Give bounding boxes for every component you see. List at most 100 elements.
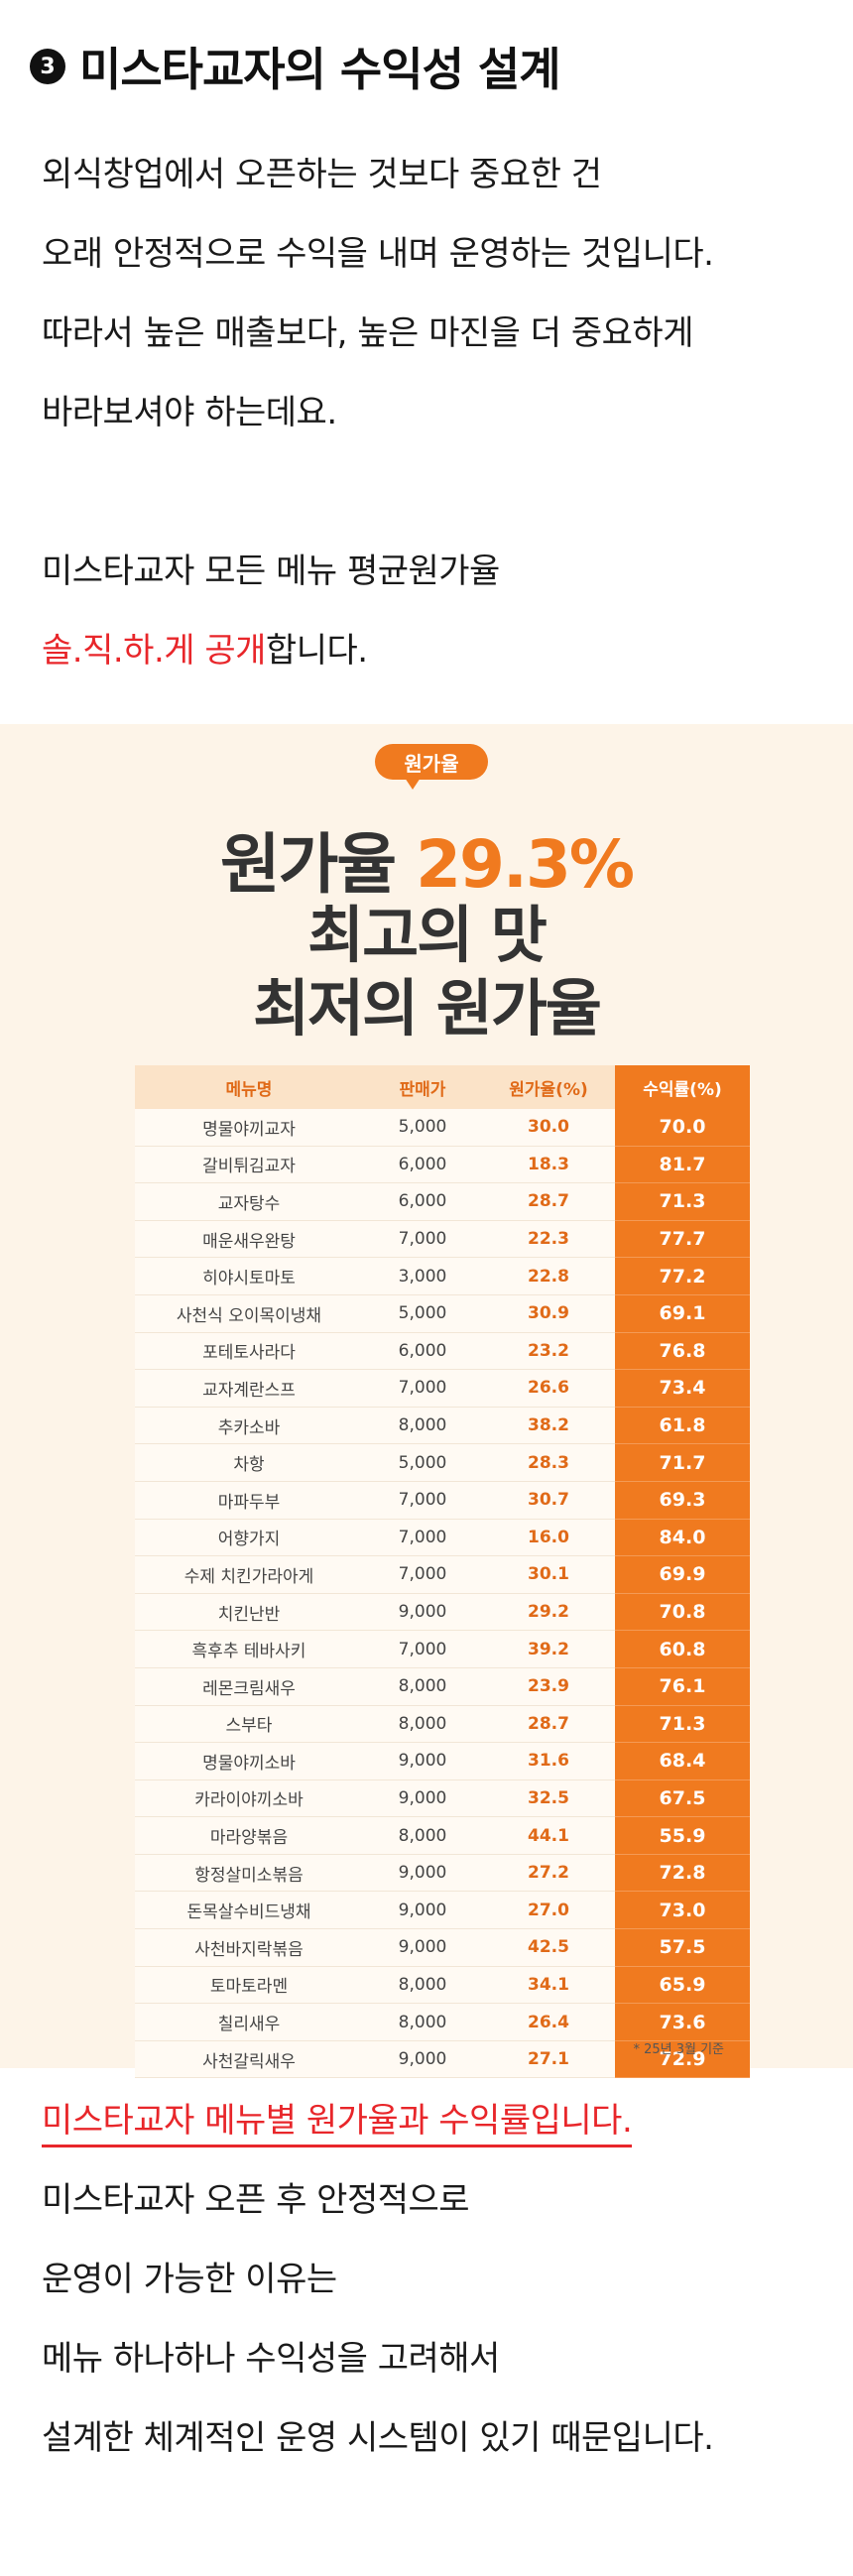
menu-name-cell: 마라양볶음 [135, 1816, 363, 1855]
intro-line: 오래 안정적으로 수익을 내며 운영하는 것입니다. [42, 234, 714, 274]
menu-name-cell: 카라이야끼소바 [135, 1779, 363, 1818]
price-cell: 5,000 [363, 1294, 482, 1333]
cost-rate-cell: 26.6 [482, 1369, 615, 1408]
profit-rate-cell: 76.8 [615, 1332, 750, 1371]
cost-rate-cell: 27.1 [482, 2040, 615, 2079]
profit-rate-cell: 68.4 [615, 1742, 750, 1780]
price-cell: 6,000 [363, 1182, 482, 1221]
price-cell: 7,000 [363, 1630, 482, 1668]
cost-rate-cell: 28.7 [482, 1705, 615, 1744]
cost-rate-cell: 38.2 [482, 1407, 615, 1445]
intro-line: 바라보셔야 하는데요. [42, 393, 337, 432]
cost-rate-cell: 39.2 [482, 1630, 615, 1668]
table-row: 마라양볶음 8,000 44.1 55.9 [135, 1816, 750, 1855]
menu-name-cell: 포테토사라다 [135, 1332, 363, 1371]
table-row: 흑후추 테바사키 7,000 39.2 60.8 [135, 1630, 750, 1668]
outro-line: 운영이 가능한 이유는 [42, 2260, 337, 2299]
reveal-paragraph: 미스타교자 모든 메뉴 평균원가율 솔.직.하.게 공개합니다. [42, 532, 500, 690]
table-header-row: 메뉴명 판매가 원가율(%) 수익률(%) [135, 1065, 750, 1109]
table-row: 명물야끼교자 5,000 30.0 70.0 [135, 1109, 750, 1147]
profit-rate-cell: 70.8 [615, 1593, 750, 1632]
cost-rate-cell: 32.5 [482, 1779, 615, 1818]
menu-name-cell: 사천바지락볶음 [135, 1928, 363, 1967]
cost-rate-cell: 22.8 [482, 1257, 615, 1295]
price-cell: 7,000 [363, 1555, 482, 1594]
profit-rate-cell: 67.5 [615, 1779, 750, 1818]
price-cell: 7,000 [363, 1519, 482, 1557]
cost-rate-cell: 22.3 [482, 1220, 615, 1259]
profit-rate-cell: 61.8 [615, 1407, 750, 1445]
table-row: 사천갈릭새우 9,000 27.1 72.9 [135, 2040, 750, 2079]
intro-paragraph: 외식창업에서 오픈하는 것보다 중요한 건 오래 안정적으로 수익을 내며 운영… [42, 135, 714, 452]
table-row: 매운새우완탕 7,000 22.3 77.7 [135, 1220, 750, 1259]
menu-name-cell: 명물야끼소바 [135, 1742, 363, 1780]
price-cell: 5,000 [363, 1109, 482, 1147]
cost-rate-cell: 30.9 [482, 1294, 615, 1333]
reveal-rest: 합니다. [265, 631, 368, 671]
cost-rate-cell: 34.1 [482, 1966, 615, 2005]
profit-rate-cell: 60.8 [615, 1630, 750, 1668]
profit-rate-cell: 81.7 [615, 1146, 750, 1184]
menu-name-cell: 추카소바 [135, 1407, 363, 1445]
table-row: 사천바지락볶음 9,000 42.5 57.5 [135, 1928, 750, 1967]
menu-name-cell: 항정살미소볶음 [135, 1854, 363, 1893]
number-badge: 3 [30, 49, 65, 84]
profit-rate-cell: 69.1 [615, 1294, 750, 1333]
table-row: 차항 5,000 28.3 71.7 [135, 1443, 750, 1482]
table-row: 돈목살수비드냉채 9,000 27.0 73.0 [135, 1891, 750, 1930]
cost-rate-cell: 42.5 [482, 1928, 615, 1967]
price-cell: 8,000 [363, 1667, 482, 1706]
table-row: 칠리새우 8,000 26.4 73.6 [135, 2003, 750, 2041]
table-body: 명물야끼교자 5,000 30.0 70.0 갈비튀김교자 6,000 18.3 81.7 교자… [135, 1109, 750, 2079]
menu-name-cell: 사천갈릭새우 [135, 2040, 363, 2079]
reveal-line: 솔.직.하.게 공개합니다. [42, 611, 500, 690]
table-row: 갈비튀김교자 6,000 18.3 81.7 [135, 1146, 750, 1184]
menu-name-cell: 차항 [135, 1443, 363, 1482]
profit-rate-cell: 57.5 [615, 1928, 750, 1967]
table-row: 명물야끼소바 9,000 31.6 68.4 [135, 1742, 750, 1780]
intro-line: 외식창업에서 오픈하는 것보다 중요한 건 [42, 155, 602, 194]
outro-paragraph: 미스타교자 메뉴별 원가율과 수익률입니다. 미스타교자 오픈 후 안정적으로 … [42, 2081, 714, 2478]
infographic-subline-2: 최저의 원가율 [253, 972, 602, 1044]
profit-rate-cell: 84.0 [615, 1519, 750, 1557]
price-cell: 9,000 [363, 1593, 482, 1632]
cost-rate-cell: 44.1 [482, 1816, 615, 1855]
outro-line: 설계한 체계적인 운영 시스템이 있기 때문입니다. [42, 2418, 714, 2458]
outro-line: 메뉴 하나하나 수익성을 고려해서 [42, 2339, 500, 2379]
menu-name-cell: 흑후추 테바사키 [135, 1630, 363, 1668]
intro-line: 따라서 높은 매출보다, 높은 마진을 더 중요하게 [42, 313, 693, 353]
table-row: 카라이야끼소바 9,000 32.5 67.5 [135, 1779, 750, 1818]
cost-rate-infographic: 원가율 원가율 29.3% 최고의 맛 최저의 원가율 메뉴명 판매가 원가율(… [0, 724, 853, 2079]
table-row: 마파두부 7,000 30.7 69.3 [135, 1481, 750, 1520]
menu-name-cell: 매운새우완탕 [135, 1220, 363, 1259]
price-cell: 8,000 [363, 2003, 482, 2041]
price-cell: 8,000 [363, 1966, 482, 2005]
price-cell: 9,000 [363, 1779, 482, 1818]
price-cell: 3,000 [363, 1257, 482, 1295]
menu-name-cell: 마파두부 [135, 1481, 363, 1520]
header-profit-rate: 수익률(%) [615, 1065, 750, 1109]
price-cell: 9,000 [363, 2040, 482, 2079]
profit-rate-cell: 69.9 [615, 1555, 750, 1594]
profit-rate-cell: 77.2 [615, 1257, 750, 1295]
infographic-headline: 원가율 29.3% [0, 811, 853, 907]
profit-rate-cell: 55.9 [615, 1816, 750, 1855]
table-row: 레몬크림새우 8,000 23.9 76.1 [135, 1667, 750, 1706]
outro-headline: 미스타교자 메뉴별 원가율과 수익률입니다. [42, 2081, 713, 2160]
infographic-subline-1: 최고의 맛 [307, 899, 548, 971]
cost-rate-cell: 27.2 [482, 1854, 615, 1893]
menu-name-cell: 어향가지 [135, 1519, 363, 1557]
profit-rate-cell: 72.8 [615, 1854, 750, 1893]
outro-line: 미스타교자 오픈 후 안정적으로 [42, 2180, 470, 2220]
profit-rate-cell: 69.3 [615, 1481, 750, 1520]
price-cell: 8,000 [363, 1407, 482, 1445]
date-note: * 25년 3월 기준 [633, 2042, 724, 2057]
headline-prefix: 원가율 [219, 826, 417, 903]
menu-cost-table: 메뉴명 판매가 원가율(%) 수익률(%) 명물야끼교자 5,000 30.0 70.… [135, 1065, 750, 2079]
cost-rate-cell: 16.0 [482, 1519, 615, 1557]
price-cell: 5,000 [363, 1443, 482, 1482]
section-title: 미스타교자의 수익성 설계 [79, 43, 561, 96]
price-cell: 9,000 [363, 1891, 482, 1930]
table-row: 토마토라멘 8,000 34.1 65.9 [135, 1966, 750, 2005]
